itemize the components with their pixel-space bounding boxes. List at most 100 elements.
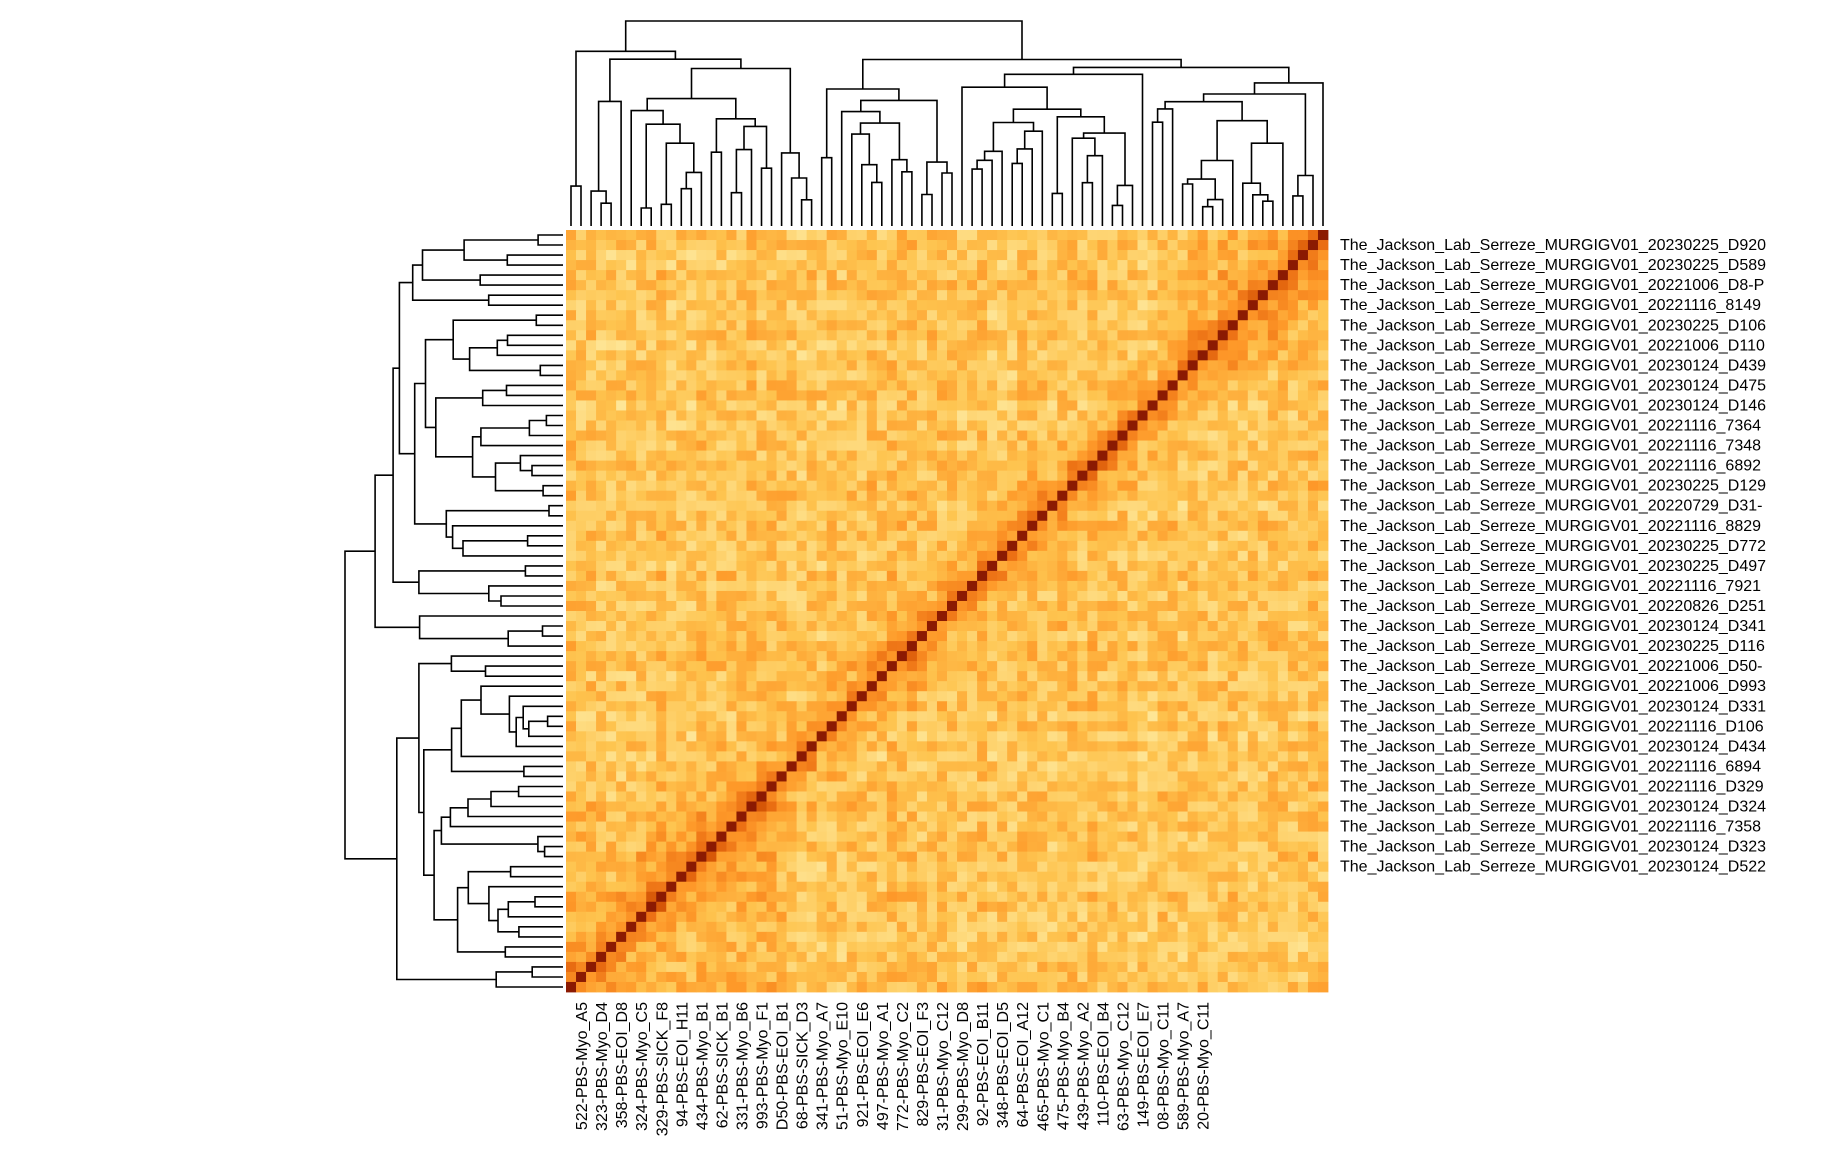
- heatmap-cell: [676, 881, 687, 893]
- heatmap-cell: [566, 831, 577, 843]
- heatmap-cell: [766, 540, 777, 552]
- heatmap-cell: [1097, 671, 1108, 682]
- heatmap-cell: [1237, 290, 1249, 301]
- heatmap-cell: [1137, 781, 1148, 792]
- heatmap-cell: [766, 781, 777, 792]
- heatmap-cell: [1227, 631, 1239, 642]
- heatmap-cell: [786, 410, 798, 421]
- heatmap-cell: [1027, 560, 1038, 572]
- heatmap-cell: [666, 781, 677, 792]
- heatmap-cell: [1237, 841, 1249, 853]
- heatmap-cell: [706, 550, 717, 562]
- heatmap-cell: [756, 410, 767, 421]
- heatmap-cell: [936, 270, 948, 281]
- heatmap-cell: [806, 771, 818, 782]
- heatmap-cell: [977, 280, 988, 291]
- heatmap-cell: [636, 811, 647, 822]
- heatmap-cell: [1097, 340, 1108, 351]
- heatmap-cell: [626, 360, 637, 371]
- heatmap-cell: [1057, 751, 1068, 762]
- heatmap-cell: [1167, 570, 1179, 582]
- heatmap-cell: [1157, 410, 1168, 421]
- heatmap-cell: [1007, 751, 1018, 762]
- heatmap-cell: [646, 330, 657, 341]
- heatmap-cell: [1027, 250, 1038, 261]
- heatmap-cell: [806, 500, 818, 512]
- heatmap-cell: [936, 771, 948, 782]
- heatmap-cell: [706, 811, 717, 822]
- heatmap-cell: [706, 400, 717, 411]
- heatmap-cell: [916, 711, 928, 722]
- heatmap-cell: [586, 480, 597, 492]
- heatmap-cell: [1247, 721, 1259, 732]
- heatmap-cell: [656, 420, 667, 431]
- heatmap-cell: [636, 280, 647, 291]
- heatmap-cell: [916, 821, 928, 832]
- heatmap-cell: [656, 611, 667, 622]
- heatmap-cell: [706, 580, 717, 592]
- heatmap-cell: [997, 400, 1008, 411]
- heatmap-cell: [666, 470, 677, 482]
- heatmap-cell: [1177, 751, 1189, 762]
- heatmap-cell: [1137, 570, 1148, 582]
- heatmap-cell: [1307, 260, 1319, 271]
- heatmap-cell: [576, 881, 587, 893]
- heatmap-cell: [826, 641, 838, 652]
- heatmap-cell: [1217, 791, 1229, 802]
- heatmap-cell: [957, 420, 968, 431]
- heatmap-cell: [856, 520, 868, 532]
- heatmap-cell: [967, 741, 978, 752]
- heatmap-cell: [856, 350, 868, 361]
- heatmap-cell: [726, 470, 737, 482]
- heatmap-cell: [1197, 310, 1209, 321]
- heatmap-cell: [977, 621, 988, 632]
- heatmap-cell: [586, 330, 597, 341]
- heatmap-cell: [1057, 420, 1068, 431]
- heatmap-cell: [1167, 661, 1179, 672]
- heatmap-cell: [576, 520, 587, 532]
- heatmap-cell: [1257, 300, 1269, 311]
- heatmap-cell: [826, 821, 838, 832]
- heatmap-cell: [826, 550, 838, 562]
- heatmap-cell: [716, 621, 727, 632]
- heatmap-cell: [1257, 821, 1269, 832]
- heatmap-cell: [726, 410, 737, 421]
- heatmap-cell: [926, 621, 938, 632]
- heatmap-cell: [646, 270, 657, 281]
- heatmap-cell: [1307, 400, 1319, 411]
- heatmap-cell: [1027, 350, 1038, 361]
- heatmap-cell: [1237, 711, 1249, 722]
- heatmap-cell: [977, 711, 988, 722]
- heatmap-cell: [1157, 450, 1168, 462]
- heatmap-cell: [636, 861, 647, 873]
- heatmap-cell: [1027, 881, 1038, 893]
- heatmap-cell: [896, 611, 908, 622]
- heatmap-cell: [1027, 671, 1038, 682]
- heatmap-cell: [987, 871, 998, 883]
- heatmap-cell: [616, 230, 627, 241]
- heatmap-cell: [876, 580, 888, 592]
- heatmap-cell: [726, 450, 737, 462]
- heatmap-cell: [596, 550, 607, 562]
- heatmap-cell: [906, 751, 918, 762]
- heatmap-cell: [906, 701, 918, 712]
- heatmap-cell: [826, 350, 838, 361]
- heatmap-cell: [846, 290, 858, 301]
- heatmap-cell: [1127, 821, 1138, 832]
- heatmap-cell: [936, 881, 948, 893]
- heatmap-cell: [636, 400, 647, 411]
- heatmap-cell: [866, 240, 878, 251]
- heatmap-cell: [636, 801, 647, 812]
- heatmap-cell: [896, 330, 908, 341]
- heatmap-cell: [997, 751, 1008, 762]
- heatmap-cell: [1097, 480, 1108, 492]
- heatmap-cell: [826, 851, 838, 863]
- heatmap-cell: [656, 330, 667, 341]
- heatmap-cell: [1277, 440, 1289, 451]
- heatmap-cell: [896, 881, 908, 893]
- heatmap-cell: [646, 410, 657, 421]
- heatmap-cell: [1207, 671, 1219, 682]
- heatmap-cell: [1217, 280, 1229, 291]
- heatmap-cell: [806, 360, 818, 371]
- heatmap-cell: [916, 651, 928, 662]
